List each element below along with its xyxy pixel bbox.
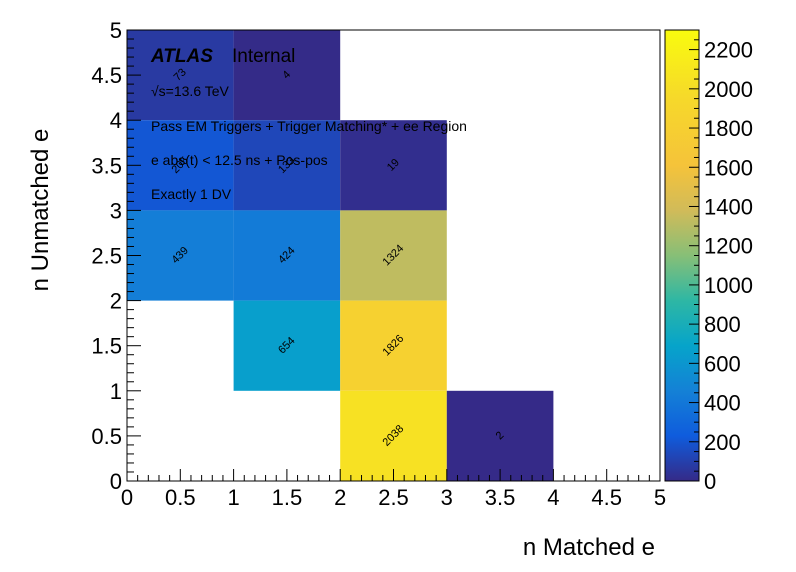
x-tick-label: 3.5 — [485, 485, 516, 510]
heatmap-cell — [340, 390, 447, 481]
heatmap-cell — [127, 210, 234, 301]
x-tick-label: 2.5 — [378, 485, 409, 510]
y-tick-label: 3.5 — [91, 153, 122, 178]
colorbar-axis: 0 200 400 600 800 1000 1200 1400 1600 1800 2000 220… — [689, 38, 753, 494]
y-tick-label: 4.5 — [91, 63, 122, 88]
atlas-label: ATLAS — [150, 46, 213, 67]
y-tick-label: 5 — [110, 18, 122, 43]
y-tick-label: 0.5 — [91, 424, 122, 449]
colorbar-tick-label: 1800 — [704, 116, 753, 141]
heatmap-cell — [446, 390, 554, 481]
colorbar — [665, 30, 699, 481]
colorbar-tick-label: 600 — [704, 351, 741, 376]
colorbar-tick-label: 0 — [704, 469, 716, 494]
heatmap-cell — [340, 210, 447, 301]
dv-label: Exactly 1 DV — [151, 186, 232, 202]
x-tick-label: 0.5 — [165, 485, 196, 510]
x-axis: 0 0.5 1 1.5 2 2.5 3 3.5 4 4.5 5 — [121, 469, 666, 510]
heatmap-cell — [233, 210, 341, 301]
heatmap-cell — [340, 300, 447, 391]
y-axis-title: n Unmatched e — [27, 129, 54, 292]
x-tick-label: 1.5 — [272, 485, 303, 510]
heatmap-cell — [127, 30, 234, 121]
x-tick-label: 5 — [654, 485, 666, 510]
y-tick-label: 3 — [110, 198, 122, 223]
colorbar-tick-label: 800 — [704, 312, 741, 337]
heatmap-cell — [233, 300, 341, 391]
heatmap-cell — [127, 120, 234, 211]
x-tick-label: 2 — [334, 485, 346, 510]
y-axis: 0 0.5 1 1.5 2 2.5 3 3.5 4 4.5 5 — [91, 18, 141, 494]
heatmap-cell — [233, 120, 341, 211]
colorbar-tick-label: 1200 — [704, 234, 753, 259]
x-tick-label: 1 — [227, 485, 239, 510]
x-tick-label: 3 — [441, 485, 453, 510]
colorbar-tick-label: 1000 — [704, 273, 753, 298]
colorbar-tick-label: 400 — [704, 391, 741, 416]
x-axis-title: n Matched e — [523, 534, 655, 561]
y-tick-label: 1.5 — [91, 334, 122, 359]
selection-label: Pass EM Triggers + Trigger Matching* + e… — [151, 118, 467, 134]
x-tick-label: 0 — [121, 485, 133, 510]
colorbar-tick-label: 2200 — [704, 38, 753, 63]
y-tick-label: 0 — [110, 469, 122, 494]
colorbar-tick-label: 2000 — [704, 77, 753, 102]
heatmap-cell — [233, 30, 341, 121]
heatmap-cells — [127, 30, 554, 481]
colorbar-tick-label: 200 — [704, 430, 741, 455]
colorbar-tick-label: 1400 — [704, 194, 753, 219]
colorbar-tick-label: 1600 — [704, 155, 753, 180]
x-tick-label: 4.5 — [591, 485, 622, 510]
y-tick-label: 2.5 — [91, 244, 122, 269]
y-tick-label: 4 — [110, 108, 122, 133]
plot-annotations: ATLAS Internal √s=13.6 TeV Pass EM Trigg… — [150, 46, 467, 202]
y-tick-label: 2 — [110, 289, 122, 314]
heatmap-cell — [340, 120, 447, 211]
energy-label: √s=13.6 TeV — [151, 83, 230, 99]
timing-label: e abs(t) < 12.5 ns + Pos-pos — [151, 152, 328, 168]
internal-label: Internal — [232, 46, 295, 67]
y-tick-label: 1 — [110, 379, 122, 404]
x-tick-label: 4 — [547, 485, 559, 510]
